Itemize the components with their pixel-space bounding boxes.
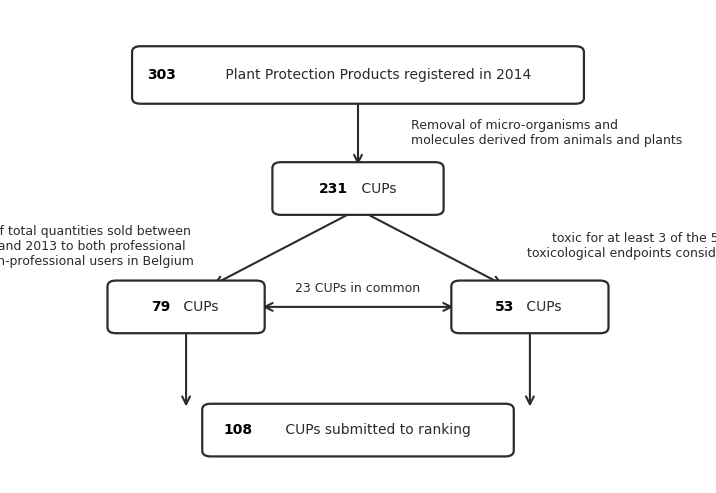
Text: 23 CUPs in common: 23 CUPs in common bbox=[296, 282, 420, 295]
Text: CUPs: CUPs bbox=[523, 300, 562, 314]
Text: CUPs submitted to ranking: CUPs submitted to ranking bbox=[281, 423, 471, 437]
FancyBboxPatch shape bbox=[272, 162, 444, 215]
Text: Removal of micro-organisms and
molecules derived from animals and plants: Removal of micro-organisms and molecules… bbox=[411, 119, 682, 147]
FancyBboxPatch shape bbox=[202, 404, 514, 457]
Text: 303: 303 bbox=[147, 68, 176, 82]
Text: CUPs: CUPs bbox=[178, 300, 218, 314]
Text: 79: 79 bbox=[152, 300, 170, 314]
Text: 231: 231 bbox=[319, 181, 347, 196]
FancyBboxPatch shape bbox=[107, 281, 265, 333]
FancyBboxPatch shape bbox=[451, 281, 609, 333]
Text: Plant Protection Products registered in 2014: Plant Protection Products registered in … bbox=[221, 68, 531, 82]
Text: CUPs: CUPs bbox=[357, 181, 396, 196]
Text: 95 % of total quantities sold between
2010 and 2013 to both professional
and non: 95 % of total quantities sold between 20… bbox=[0, 225, 194, 268]
Text: 108: 108 bbox=[223, 423, 253, 437]
Text: toxic for at least 3 of the 5
toxicological endpoints considered: toxic for at least 3 of the 5 toxicologi… bbox=[526, 233, 716, 260]
Text: 53: 53 bbox=[495, 300, 515, 314]
FancyBboxPatch shape bbox=[132, 46, 584, 104]
